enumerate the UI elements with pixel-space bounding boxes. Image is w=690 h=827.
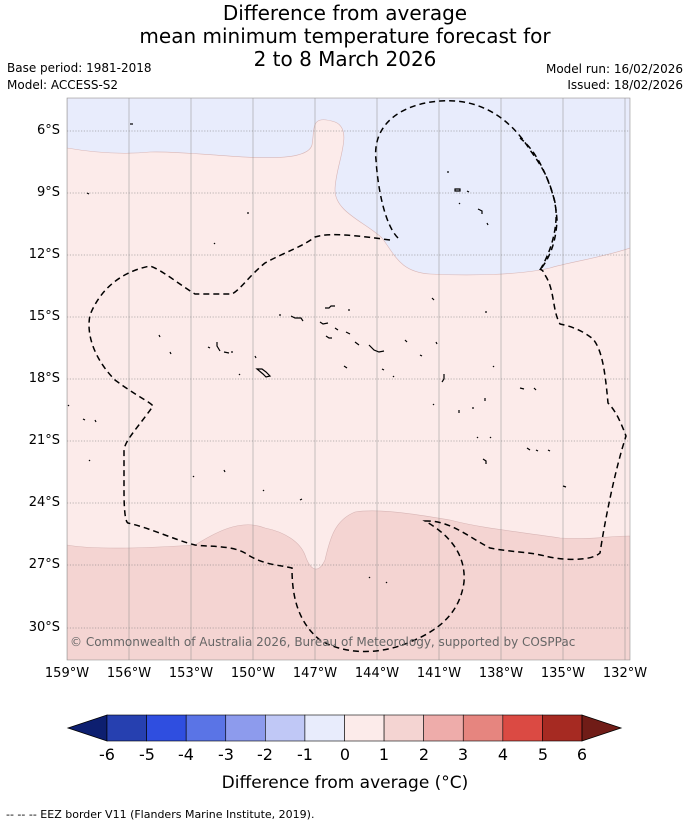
colorbar-cell	[225, 714, 266, 742]
colorbar-extend-high	[581, 714, 623, 742]
model-run-label: Model run: 16/02/2026	[545, 62, 683, 76]
issued-label: Issued: 18/02/2026	[567, 78, 683, 92]
colorbar-tick-label: 6	[576, 745, 588, 764]
lon-label: 135°W	[540, 666, 586, 681]
lat-label: 30°S	[28, 620, 60, 635]
colorbar-cell	[502, 714, 543, 742]
colorbar-title: Difference from average (°C)	[221, 773, 469, 793]
colorbar-tick-label: 2	[418, 745, 430, 764]
colorbar-cell	[106, 714, 147, 742]
map-title-line-2: mean minimum temperature forecast for	[139, 24, 551, 48]
colorbar-cell	[423, 714, 464, 742]
colorbar-cell	[383, 714, 424, 742]
colorbar-cell	[265, 714, 306, 742]
lon-label: 150°W	[230, 666, 276, 681]
eez-border-marquesas	[374, 99, 558, 271]
colorbar-cell	[462, 714, 504, 742]
eez-border-kiribati	[519, 137, 557, 271]
colorbar-tick-label: -3	[218, 745, 234, 764]
lat-label: 6°S	[36, 123, 60, 138]
colorbar-tick-label: 1	[378, 745, 390, 764]
lat-label: 21°S	[28, 433, 60, 448]
colorbar-tick-label: -2	[257, 745, 273, 764]
lon-label: 141°W	[416, 666, 462, 681]
colorbar-cell	[146, 714, 187, 742]
colorbar-tick-label: -6	[99, 745, 115, 764]
lat-label: 27°S	[28, 557, 60, 572]
colorbar-tick-label: 3	[457, 745, 469, 764]
colorbar-cell	[185, 714, 227, 742]
eez-border-french-polynesia	[88, 233, 627, 653]
lat-label: 12°S	[28, 247, 60, 262]
base-period-label: Base period: 1981-2018	[7, 61, 152, 75]
lat-label: 24°S	[28, 495, 60, 510]
map-copyright: © Commonwealth of Australia 2026, Bureau…	[70, 635, 575, 649]
map-frame	[66, 97, 631, 661]
colorbar-tick-label: -5	[139, 745, 155, 764]
colorbar-extend-low	[66, 714, 108, 742]
lon-label: 144°W	[354, 666, 400, 681]
eez-legend-note: -- -- -- EEZ border V11 (Flanders Marine…	[6, 808, 315, 821]
lat-label: 9°S	[36, 185, 60, 200]
map-title-line-1: Difference from average	[222, 1, 468, 25]
lon-label: 132°W	[602, 666, 648, 681]
colorbar	[66, 714, 623, 742]
lon-label: 159°W	[44, 666, 90, 681]
map-title-line-3: 2 to 8 March 2026	[253, 47, 437, 71]
lon-label: 138°W	[478, 666, 524, 681]
lat-label: 15°S	[28, 309, 60, 324]
colorbar-tick-label: 4	[497, 745, 509, 764]
lon-label: 147°W	[292, 666, 338, 681]
colorbar-cell	[344, 714, 385, 742]
colorbar-tick-label: 0	[339, 745, 351, 764]
colorbar-cell	[542, 714, 583, 742]
anomaly-zone-minus1-to-0	[67, 98, 630, 276]
model-label: Model: ACCESS-S2	[7, 78, 119, 92]
colorbar-tick-label: -1	[297, 745, 313, 764]
lon-label: 153°W	[168, 666, 214, 681]
lon-label: 156°W	[106, 666, 152, 681]
lat-label: 18°S	[28, 371, 60, 386]
colorbar-tick-label: -4	[178, 745, 194, 764]
islands	[67, 123, 567, 584]
colorbar-tick-label: 5	[537, 745, 549, 764]
colorbar-cell	[304, 714, 345, 742]
